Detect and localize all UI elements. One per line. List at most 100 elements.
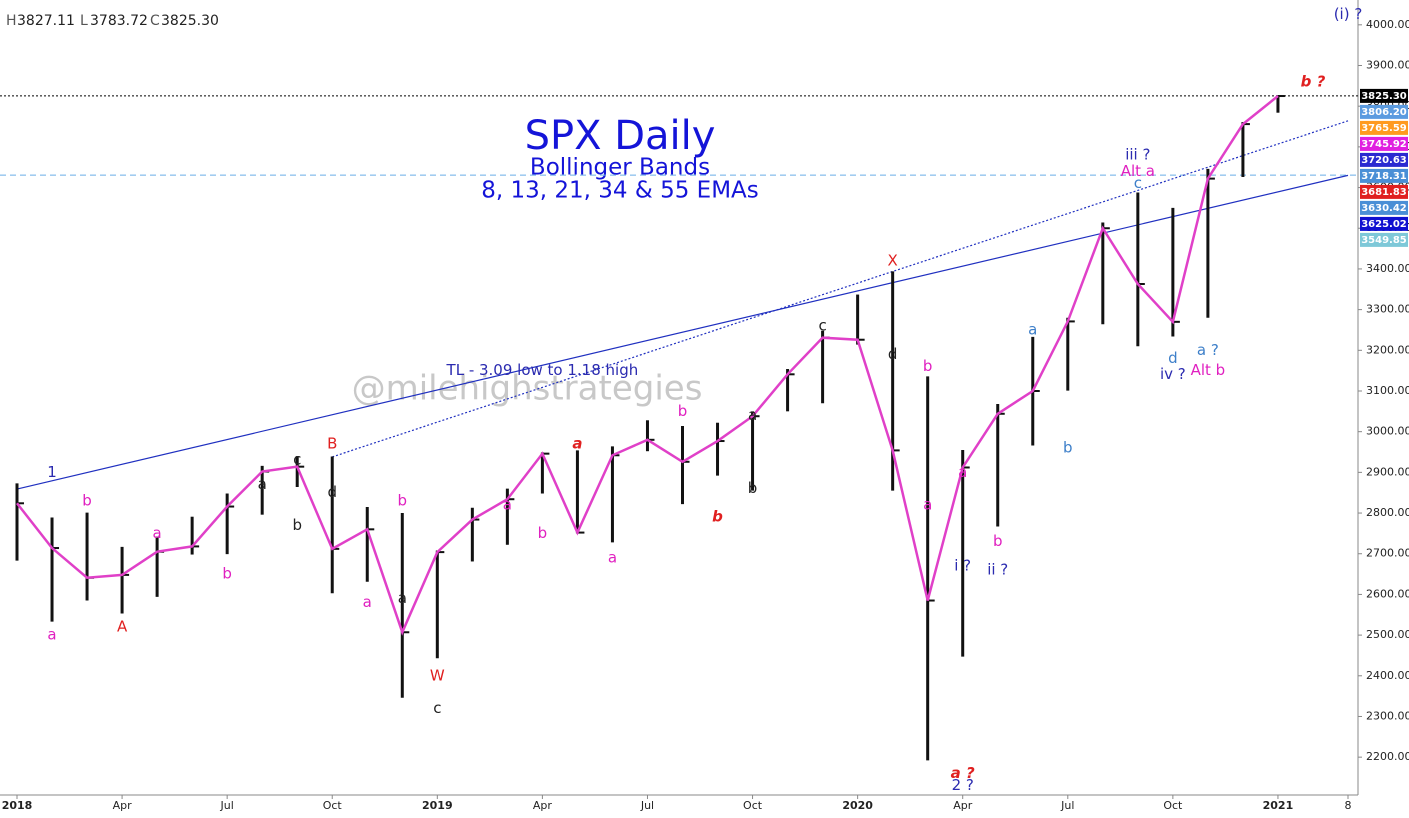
header-key: C	[150, 13, 160, 29]
y-tick-label: 3900.00	[1366, 59, 1409, 72]
annotation: a	[258, 475, 267, 493]
price-tag	[1360, 184, 1408, 199]
price-tag	[1360, 88, 1408, 103]
annotation: a	[363, 593, 372, 611]
header-key: L	[80, 13, 88, 29]
annotation: b	[712, 508, 723, 526]
annotation: a	[503, 495, 512, 513]
price-tag	[1360, 232, 1408, 247]
chart-subtitle: Bollinger Bands	[530, 155, 710, 181]
header-value: 3825.30	[161, 13, 219, 29]
annotation: 2 ?	[952, 776, 974, 794]
annotation: b	[538, 524, 548, 542]
price-tag-label: 3765.59	[1361, 123, 1407, 134]
annotation: a ?	[951, 764, 975, 782]
price-tag-label: 3549.85	[1361, 235, 1407, 246]
y-tick-label: 3400.00	[1366, 262, 1409, 275]
y-tick-label: 3200.00	[1366, 343, 1409, 356]
price-tag	[1360, 168, 1408, 183]
header-value: 3827.11	[17, 13, 75, 29]
annotation: b	[923, 357, 933, 375]
watermark: @milehighstrategies	[352, 369, 703, 409]
x-tick-label: Oct	[743, 799, 763, 812]
x-tick-label: 2019	[422, 799, 453, 812]
y-tick-label: 2800.00	[1366, 506, 1409, 519]
annotation: b	[398, 491, 408, 509]
y-tick-label: 2900.00	[1366, 465, 1409, 478]
y-tick-label: 4000.00	[1366, 18, 1409, 31]
annotation: a	[608, 548, 617, 566]
price-tag-label: 3720.63	[1361, 155, 1407, 166]
x-tick-label: Apr	[113, 799, 133, 812]
price-tag-label: 3825.30	[1361, 91, 1407, 102]
y-tick-label: 2400.00	[1366, 669, 1409, 682]
annotation: c	[433, 699, 441, 717]
annotation: 1	[47, 463, 57, 481]
annotation: a	[1028, 320, 1037, 338]
annotation: b ?	[1301, 72, 1326, 90]
y-tick-label: 2600.00	[1366, 587, 1409, 600]
x-tick-label: 2020	[842, 799, 873, 812]
annotation: a	[958, 463, 967, 481]
price-tag-label: 3745.92	[1361, 139, 1407, 150]
annotation: W	[430, 666, 445, 684]
price-tag	[1360, 216, 1408, 231]
annotation: d	[1168, 349, 1178, 367]
annotation: a	[572, 434, 582, 452]
annotation: (i) ?	[1334, 5, 1363, 23]
x-tick-label: Jul	[1060, 799, 1074, 812]
chart-subtitle: 8, 13, 21, 34 & 55 EMAs	[481, 178, 759, 204]
trend-line	[16, 174, 1349, 490]
annotation: i ?	[954, 556, 971, 574]
annotation: d	[888, 345, 898, 363]
annotation: a	[748, 406, 757, 424]
annotation: b	[222, 565, 232, 583]
annotation: c	[818, 316, 826, 334]
annotation: A	[117, 617, 128, 635]
annotation: ii ?	[987, 561, 1008, 579]
price-tag-label: 3630.42	[1361, 203, 1407, 214]
x-tick-label: Jul	[640, 799, 654, 812]
y-tick-label: 3300.00	[1366, 303, 1409, 316]
price-tag-label: 3718.31	[1361, 171, 1407, 182]
chart-title: SPX Daily	[525, 113, 716, 159]
annotation: b	[292, 516, 302, 534]
annotation: b	[993, 532, 1003, 550]
x-tick-label: Apr	[953, 799, 973, 812]
y-tick-label: 2300.00	[1366, 709, 1409, 722]
header-key: H	[6, 13, 17, 29]
y-tick-label: 2200.00	[1366, 750, 1409, 763]
price-tag	[1360, 120, 1408, 135]
header-value: 3783.72	[90, 13, 148, 29]
annotation: b	[82, 491, 92, 509]
x-tick-label: Apr	[533, 799, 553, 812]
price-tag-label: 3681.83	[1361, 187, 1407, 198]
annotation: iv ?	[1160, 365, 1186, 383]
x-tick-label: Oct	[1163, 799, 1183, 812]
annotation: b	[1063, 438, 1073, 456]
annotation: d	[327, 483, 337, 501]
price-tag	[1360, 200, 1408, 215]
header: H 3827.11 L 3783.72 C 3825.30	[6, 13, 219, 29]
price-tag	[1360, 104, 1408, 119]
annotation: B	[327, 434, 337, 452]
y-tick-label: 3100.00	[1366, 384, 1409, 397]
annotation: b	[678, 402, 688, 420]
x-tick-label: 2021	[1263, 799, 1294, 812]
annotation: Alt a	[1121, 162, 1155, 180]
annotation: b	[748, 479, 758, 497]
x-tick-label: Jul	[220, 799, 234, 812]
annotation: c	[293, 451, 301, 469]
annotation: a	[47, 626, 56, 644]
y-tick-label: 2500.00	[1366, 628, 1409, 641]
annotation: X	[888, 251, 898, 269]
annotation: a	[153, 524, 162, 542]
annotation: a	[923, 495, 932, 513]
x-tick-label: 2018	[2, 799, 33, 812]
price-tag	[1360, 136, 1408, 151]
price-tag-label: 3806.20	[1361, 107, 1407, 118]
close-line	[16, 95, 1279, 636]
price-tag	[1360, 152, 1408, 167]
price-tag-label: 3625.02	[1361, 219, 1407, 230]
